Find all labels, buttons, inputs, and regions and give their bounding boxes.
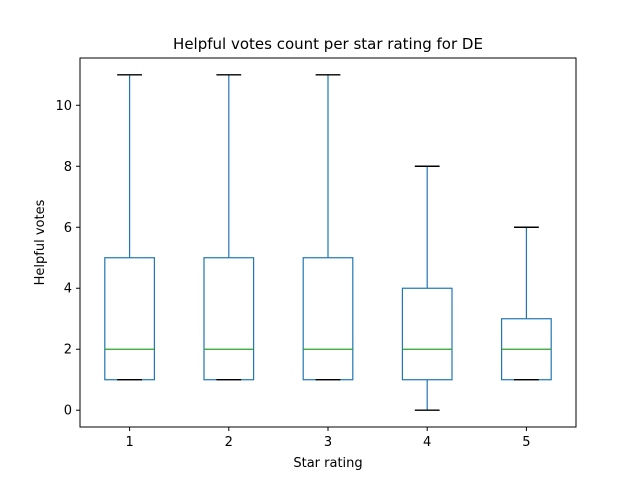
x-tick-label: 1 bbox=[125, 435, 133, 450]
y-tick-label: 6 bbox=[64, 221, 72, 236]
x-tick-label: 5 bbox=[522, 435, 530, 450]
y-tick-label: 8 bbox=[64, 160, 72, 175]
x-tick-label: 3 bbox=[324, 435, 332, 450]
y-axis-label: Helpful votes bbox=[33, 199, 48, 285]
x-tick-label: 4 bbox=[423, 435, 431, 450]
plot-frame bbox=[79, 57, 577, 428]
chart-title: Helpful votes count per star rating for … bbox=[173, 35, 483, 53]
x-tick-label: 2 bbox=[225, 435, 233, 450]
box-iqr bbox=[401, 287, 453, 381]
x-axis-label: Star rating bbox=[293, 456, 362, 471]
y-tick-label: 0 bbox=[64, 404, 72, 419]
y-tick-label: 10 bbox=[55, 99, 72, 114]
y-tick-label: 2 bbox=[64, 343, 72, 358]
y-tick-label: 4 bbox=[64, 282, 72, 297]
